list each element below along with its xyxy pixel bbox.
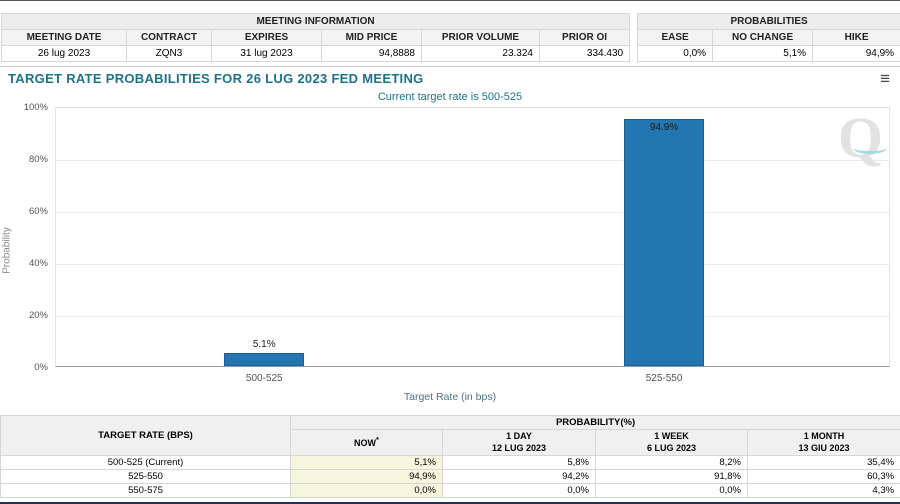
probabilities-table: PROBABILITIES EASE NO CHANGE HIKE 0,0% 5… xyxy=(637,13,900,62)
meeting-date-col-header: MEETING DATE xyxy=(1,29,127,46)
bar-500-525: 5.1% xyxy=(224,339,305,366)
rate-label: 525-550 xyxy=(0,469,291,484)
one-month-value: 4,3% xyxy=(746,483,900,498)
meeting-information-header: MEETING INFORMATION xyxy=(0,13,631,30)
rate-label: 500-525 (Current) xyxy=(0,455,291,470)
chart-subtitle: Current target rate is 500-525 xyxy=(377,91,523,103)
contract-col-header: CONTRACT xyxy=(126,29,212,46)
one-month-value: 35,4% xyxy=(746,455,900,470)
probability-history-table: TARGET RATE (BPS) PROBABILITY(%) NOW* 1 … xyxy=(0,415,900,498)
now-value: 94,9% xyxy=(290,469,443,484)
table-row: 500-525 (Current) 5,1% 5,8% 8,2% 35,4% xyxy=(0,455,900,470)
gridline-80 xyxy=(56,160,889,161)
now-label: NOW xyxy=(354,438,377,449)
one-month-date: 13 GIU 2023 xyxy=(798,442,850,453)
y-tick-40: 40% xyxy=(28,258,48,269)
meeting-date-value: 26 lug 2023 xyxy=(1,45,127,62)
table-row: 550-575 0,0% 0,0% 0,0% 4,3% xyxy=(0,483,900,498)
target-rate-bps-header: TARGET RATE (BPS) xyxy=(0,415,291,456)
no-change-value: 5,1% xyxy=(712,45,814,62)
contract-value: ZQN3 xyxy=(126,45,212,62)
one-day-value: 5,8% xyxy=(442,455,596,470)
prior-oi-col-header: PRIOR OI xyxy=(538,29,631,46)
now-value: 0,0% xyxy=(290,483,443,498)
one-week-value: 0,0% xyxy=(595,483,748,498)
table-row: 525-550 94,9% 94,2% 91,8% 60,3% xyxy=(0,469,900,484)
one-week-value: 91,8% xyxy=(595,469,748,484)
y-tick-80: 80% xyxy=(28,154,48,165)
mid-price-value: 94,8888 xyxy=(321,45,422,62)
bar-525-550: 94.9% xyxy=(624,119,705,366)
y-tick-0: 0% xyxy=(34,362,48,373)
watermark-q: Q xyxy=(837,105,883,170)
chart-title-bar: TARGET RATE PROBABILITIES FOR 26 LUG 202… xyxy=(0,66,900,88)
gridline-40 xyxy=(56,264,889,265)
probabilities-header: PROBABILITIES xyxy=(637,13,900,30)
x-tick-525-550: 525-550 xyxy=(645,373,683,384)
one-week-value: 8,2% xyxy=(595,455,748,470)
expires-value: 31 lug 2023 xyxy=(211,45,322,62)
prior-volume-value: 23.324 xyxy=(421,45,540,62)
watermark-swoosh xyxy=(853,142,887,154)
plot-area: Q 5.1% 94.9% 500-525 525-550 xyxy=(55,105,890,384)
prior-oi-value: 334.430 xyxy=(538,45,631,62)
one-day-col-header: 1 DAY 12 LUG 2023 xyxy=(442,429,596,456)
one-day-value: 0,0% xyxy=(442,483,596,498)
y-tick-60: 60% xyxy=(28,206,48,217)
data-asof-footer: * Data as of 13 lug 2023 10:37:49 CT xyxy=(0,502,900,504)
bar-label-525-550: 94.9% xyxy=(649,122,679,133)
one-month-label: 1 MONTH xyxy=(803,431,845,442)
mid-price-col-header: MID PRICE xyxy=(321,29,422,46)
one-day-date: 12 LUG 2023 xyxy=(491,442,547,453)
one-week-date: 6 LUG 2023 xyxy=(646,442,697,453)
one-day-value: 94,2% xyxy=(442,469,596,484)
rate-label: 550-575 xyxy=(0,483,291,498)
now-col-header: NOW* xyxy=(290,429,443,456)
x-tick-500-525: 500-525 xyxy=(245,373,283,384)
hike-col-header: HIKE xyxy=(812,29,900,46)
one-month-col-header: 1 MONTH 13 GIU 2023 xyxy=(746,429,900,456)
y-tick-20: 20% xyxy=(28,310,48,321)
one-month-value: 60,3% xyxy=(746,469,900,484)
y-axis-title: Probability xyxy=(1,227,13,274)
bar-chart: 100% 80% 60% 40% 20% 0% Probability Q 5.… xyxy=(0,102,900,407)
meeting-information-table: MEETING INFORMATION MEETING DATE CONTRAC… xyxy=(0,13,631,62)
now-asterisk: * xyxy=(376,435,379,445)
one-day-label: 1 DAY xyxy=(506,431,532,442)
prior-volume-col-header: PRIOR VOLUME xyxy=(421,29,540,46)
y-tick-100: 100% xyxy=(23,102,48,113)
bar-label-500-525: 5.1% xyxy=(252,339,276,350)
hamburger-menu-icon[interactable]: ≡ xyxy=(880,68,890,88)
x-axis-title: Target Rate (in bps) xyxy=(403,391,497,403)
probability-group-header: PROBABILITY(%) xyxy=(289,415,900,430)
expires-col-header: EXPIRES xyxy=(211,29,322,46)
one-week-col-header: 1 WEEK 6 LUG 2023 xyxy=(595,429,748,456)
top-info-section: MEETING INFORMATION MEETING DATE CONTRAC… xyxy=(0,1,900,62)
one-week-label: 1 WEEK xyxy=(654,431,689,442)
gridline-60 xyxy=(56,212,889,213)
gridline-20 xyxy=(56,316,889,317)
no-change-col-header: NO CHANGE xyxy=(712,29,814,46)
hike-value: 94,9% xyxy=(812,45,900,62)
now-value: 5,1% xyxy=(290,455,443,470)
ease-value: 0,0% xyxy=(637,45,714,62)
chart-title: TARGET RATE PROBABILITIES FOR 26 LUG 202… xyxy=(8,71,424,86)
ease-col-header: EASE xyxy=(637,29,714,46)
